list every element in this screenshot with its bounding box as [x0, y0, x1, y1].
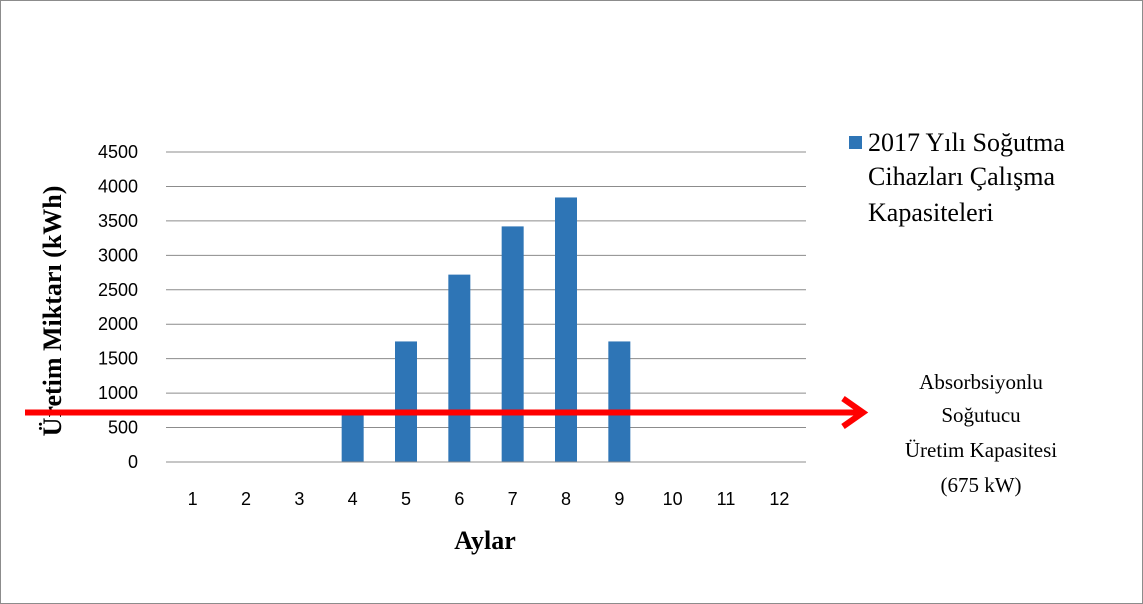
x-tick-label: 5: [401, 489, 411, 509]
legend-label-line-2: Cihazları Çalışma: [868, 162, 1055, 191]
x-tick-label: 7: [508, 489, 518, 509]
y-tick-label: 3500: [98, 211, 138, 231]
y-tick-label: 0: [128, 452, 138, 472]
x-tick-label: 12: [769, 489, 789, 509]
bar: [395, 341, 417, 462]
y-tick-labels: 0 500 1000 1500 2000 2500 3000 3500 4000 4500: [98, 142, 138, 472]
y-tick-label: 3000: [98, 245, 138, 265]
x-tick-label: 8: [561, 489, 571, 509]
legend-label-line-1: 2017 Yılı Soğutma: [868, 128, 1065, 157]
x-tick-label: 2: [241, 489, 251, 509]
y-tick-label: 500: [108, 418, 138, 438]
bar: [608, 341, 631, 462]
gridlines: [166, 151, 806, 429]
bars: [341, 197, 631, 462]
y-tick-label: 4000: [98, 176, 138, 196]
y-tick-label: 2500: [98, 280, 138, 300]
x-tick-label: 3: [294, 489, 304, 509]
annotation-line-1: Absorbsiyonlu: [919, 370, 1043, 394]
annotation-line-3: Üretim Kapasitesi: [905, 438, 1057, 462]
x-tick-label: 1: [188, 489, 198, 509]
y-tick-label: 4500: [98, 142, 138, 162]
bar: [501, 226, 524, 462]
x-tick-labels: 1 2 3 4 5 6 7 8 9 10 11 12: [188, 489, 790, 509]
y-tick-label: 1000: [98, 383, 138, 403]
annotation-line-2: Soğutucu: [941, 403, 1021, 427]
legend-label-line-3: Kapasiteleri: [868, 198, 994, 227]
x-tick-label: 11: [717, 489, 736, 509]
y-axis-title: Üretim Miktarı (kWh): [38, 186, 67, 437]
bar: [555, 197, 577, 462]
reference-annotation: Absorbsiyonlu Soğutucu Üretim Kapasitesi…: [905, 370, 1057, 497]
bar: [448, 274, 471, 462]
reference-arrow: [25, 396, 869, 429]
y-tick-label: 1500: [98, 349, 138, 369]
x-tick-label: 10: [663, 489, 683, 509]
y-tick-label: 2000: [98, 314, 138, 334]
annotation-line-4: (675 kW): [940, 473, 1021, 497]
x-tick-label: 4: [348, 489, 358, 509]
x-tick-label: 9: [614, 489, 624, 509]
x-axis-title: Aylar: [454, 526, 516, 555]
arrowhead-icon: [841, 396, 869, 429]
x-tick-label: 6: [454, 489, 464, 509]
legend-swatch: [849, 136, 862, 149]
bar: [341, 415, 364, 462]
legend: 2017 Yılı Soğutma Cihazları Çalışma Kapa…: [849, 128, 1065, 227]
